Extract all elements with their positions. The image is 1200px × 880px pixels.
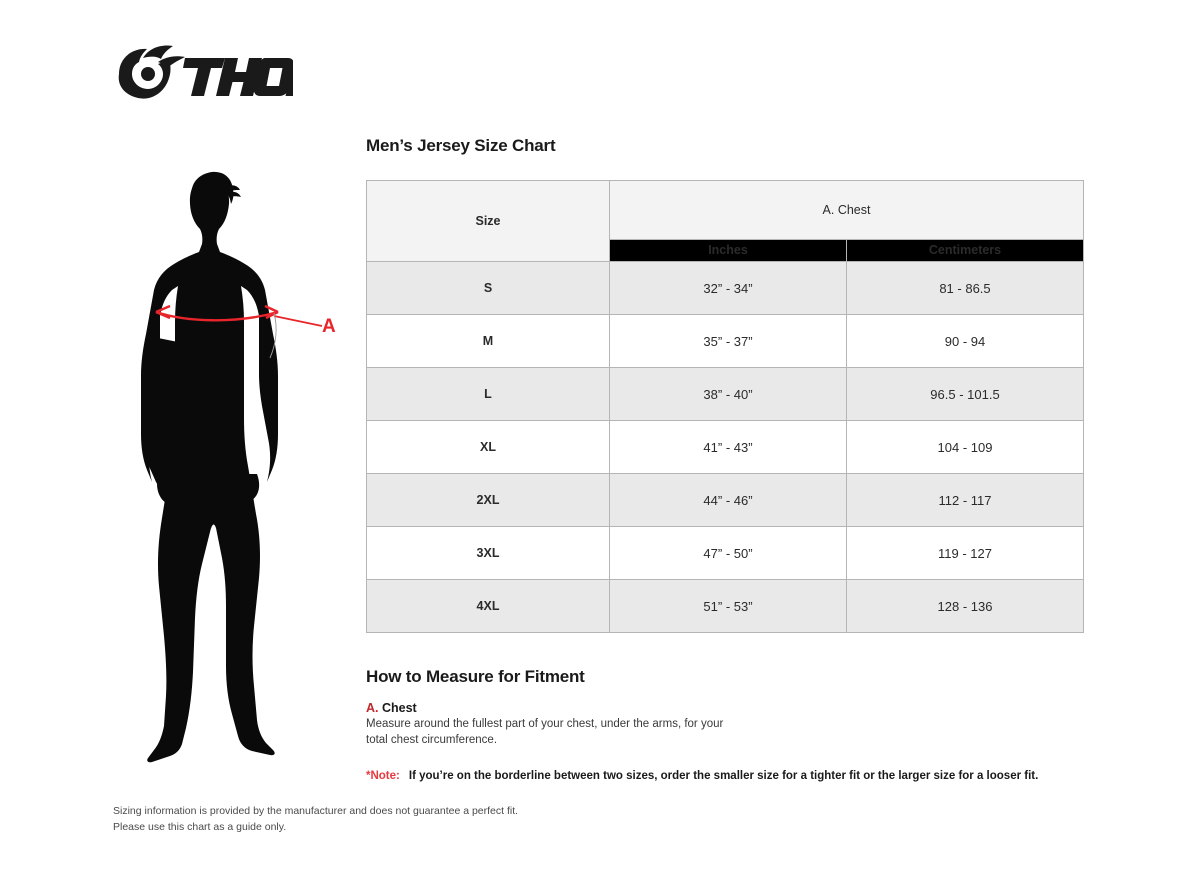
cell-size: 3XL <box>366 526 610 580</box>
table-row: 2XL 44” - 46” 112 - 117 <box>366 473 1084 527</box>
cell-centimeters: 104 - 109 <box>846 420 1084 474</box>
chest-arrow-label: A <box>322 316 336 337</box>
table-row: XL 41” - 43” 104 - 109 <box>366 420 1084 474</box>
measure-item-description: Measure around the fullest part of your … <box>366 718 724 746</box>
header-centimeters: Centimeters <box>846 238 1084 263</box>
table-header: Size A. Chest Inches Centimeters <box>366 180 1084 263</box>
measure-item-label: A. Chest <box>366 701 1086 715</box>
body-figure: A <box>126 166 341 766</box>
thor-logo-mark <box>118 45 293 99</box>
table-body: S 32” - 34” 81 - 86.5 M 35” - 37” 90 - 9… <box>366 261 1084 633</box>
table-header-row-top: Size A. Chest <box>366 180 1084 262</box>
table-header-row-units: Inches Centimeters <box>367 238 1084 263</box>
cell-inches: 35” - 37” <box>609 314 847 368</box>
cell-size: L <box>366 367 610 421</box>
cell-size: XL <box>366 420 610 474</box>
brand-logo <box>113 44 293 110</box>
size-chart-table: Size A. Chest Inches Centimeters S 32” -… <box>366 180 1084 633</box>
cell-size: 4XL <box>366 579 610 633</box>
cell-centimeters: 90 - 94 <box>846 314 1084 368</box>
disclaimer-line-2: Please use this chart as a guide only. <box>113 821 287 834</box>
table-row: L 38” - 40” 96.5 - 101.5 <box>366 367 1084 421</box>
table-row: 4XL 51” - 53” 128 - 136 <box>366 579 1084 633</box>
cell-centimeters: 96.5 - 101.5 <box>846 367 1084 421</box>
header-inches: Inches <box>609 238 847 263</box>
cell-inches: 41” - 43” <box>609 420 847 474</box>
cell-inches: 51” - 53” <box>609 579 847 633</box>
table-row: M 35” - 37” 90 - 94 <box>366 314 1084 368</box>
size-chart-content: Men’s Jersey Size Chart Size A. Chest In… <box>366 136 1086 749</box>
note-text: If you’re on the borderline between two … <box>408 770 1039 782</box>
cell-centimeters: 112 - 117 <box>846 473 1084 527</box>
note-tag: *Note: <box>366 770 400 782</box>
male-silhouette-icon: A <box>141 171 336 763</box>
cell-inches: 47” - 50” <box>609 526 847 580</box>
header-group-chest: A. Chest <box>609 180 1084 240</box>
cell-inches: 32” - 34” <box>609 261 847 315</box>
measure-item-chest: A. Chest Measure around the fullest part… <box>366 701 1086 749</box>
table-row: 3XL 47” - 50” 119 - 127 <box>366 526 1084 580</box>
cell-inches: 38” - 40” <box>609 367 847 421</box>
table-row: S 32” - 34” 81 - 86.5 <box>366 261 1084 315</box>
header-size: Size <box>366 180 610 262</box>
cell-size: 2XL <box>366 473 610 527</box>
disclaimer-line-1: Sizing information is provided by the ma… <box>113 805 519 817</box>
chest-measure-arrow <box>155 304 323 359</box>
measure-item-name: Chest <box>381 701 417 715</box>
cell-centimeters: 81 - 86.5 <box>846 261 1084 315</box>
cell-centimeters: 119 - 127 <box>846 526 1084 580</box>
page-title: Men’s Jersey Size Chart <box>366 136 556 155</box>
cell-inches: 44” - 46” <box>609 473 847 527</box>
cell-size: S <box>366 261 610 315</box>
cell-size: M <box>366 314 610 368</box>
disclaimer: Sizing information is provided by the ma… <box>113 803 518 836</box>
measure-item-letter: A. <box>366 701 379 715</box>
how-to-measure-title: How to Measure for Fitment <box>366 667 585 686</box>
cell-centimeters: 128 - 136 <box>846 579 1084 633</box>
note-line: *Note: If you’re on the borderline betwee… <box>366 770 1038 782</box>
